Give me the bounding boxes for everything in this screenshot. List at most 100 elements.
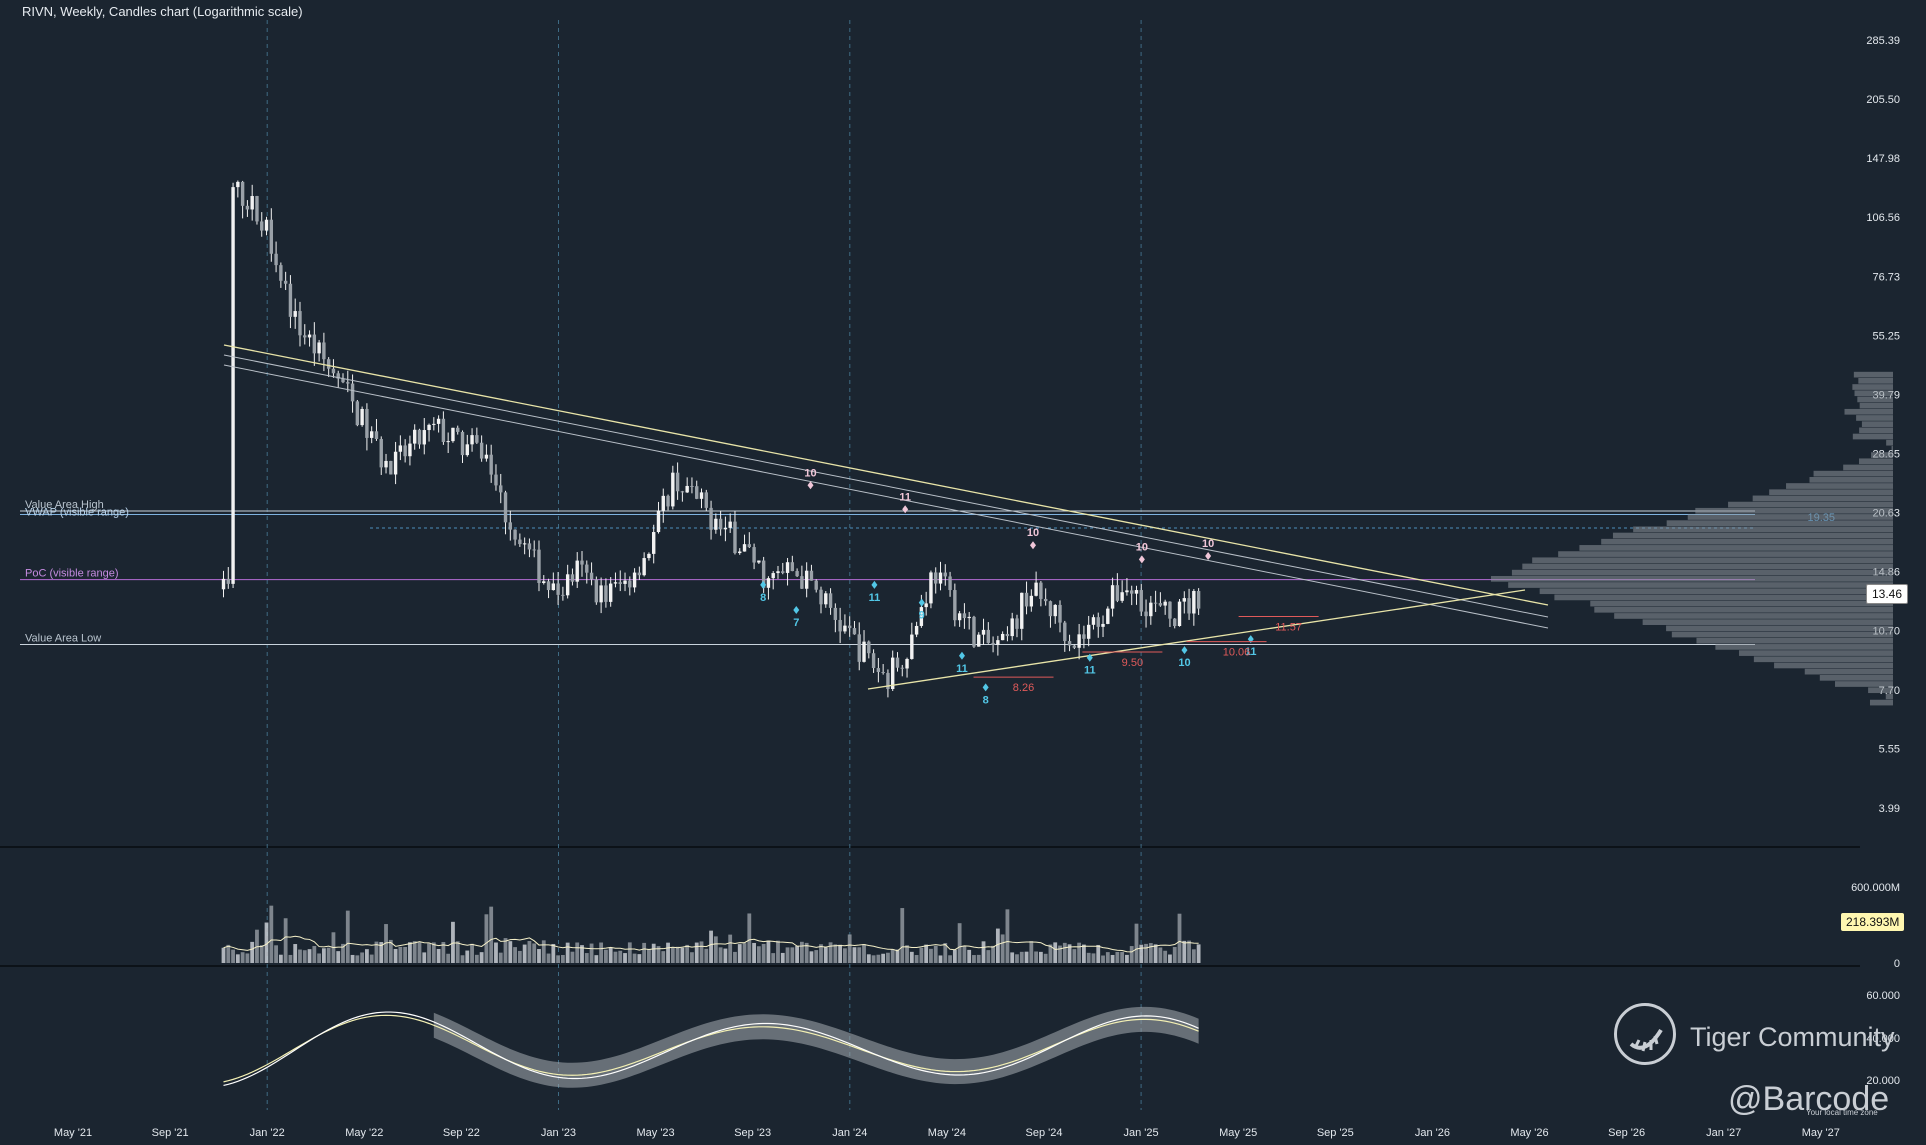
candle-body (1029, 595, 1034, 607)
volume-profile-bar (1813, 470, 1893, 477)
volume-profile-bar (1696, 637, 1893, 644)
volume-bar (1134, 923, 1139, 963)
candle-body (1187, 598, 1191, 614)
volume-bar (336, 951, 341, 963)
volume-bar (618, 950, 623, 963)
volume-bar (1196, 944, 1201, 963)
candle-body (527, 543, 532, 550)
candle-body (551, 583, 556, 591)
volume-bar (771, 953, 776, 963)
candle-body (451, 427, 455, 442)
candle-body (260, 221, 264, 231)
volume-profile-bar (1579, 545, 1893, 551)
candle-body (843, 625, 847, 632)
volume-bar (627, 942, 632, 963)
candle-body (580, 560, 584, 565)
x-tick-label: Jan '24 (832, 1127, 867, 1139)
volume-bar (632, 953, 637, 963)
volume-bar (1115, 951, 1120, 963)
volume-bar (522, 944, 527, 963)
volume-profile-bar (1786, 483, 1893, 489)
candle-body (565, 574, 570, 596)
candle-body (838, 619, 842, 632)
candle-body (671, 472, 675, 507)
candle-body (905, 658, 909, 669)
candle-body (393, 451, 398, 475)
candle-body (221, 578, 226, 590)
volume-bar (752, 942, 756, 963)
volume-profile-bar (1819, 674, 1893, 681)
volume-profile-bar (1728, 501, 1893, 508)
volume-bar (991, 945, 995, 963)
watermark-brand: Tiger Community (1690, 1022, 1895, 1052)
volume-profile-bar (1868, 687, 1893, 694)
volume-bar (599, 942, 604, 963)
buy-count-label: 11 (1245, 646, 1257, 658)
candle-body (245, 205, 250, 210)
candle-body (231, 187, 235, 584)
candle-body (1034, 582, 1038, 596)
volume-bar (713, 936, 718, 963)
x-tick-label: May '24 (928, 1127, 966, 1139)
volume-profile-bar (1804, 668, 1893, 675)
volume-bar (1038, 951, 1043, 963)
candle-body (862, 641, 866, 662)
candle-body (503, 492, 508, 523)
candle-body (599, 585, 603, 603)
chart-title: RIVN, Weekly, Candles chart (Logarithmic… (22, 4, 303, 19)
lower-trendline (867, 589, 1526, 690)
volume-bar (1158, 947, 1163, 963)
candle-body (1067, 641, 1072, 646)
volume-bar (422, 952, 427, 963)
volume-profile-bar (1856, 415, 1893, 421)
volume-bar (498, 952, 503, 963)
y-tick-label: 3.99 (1879, 803, 1900, 815)
candle-body (226, 578, 230, 584)
candle-body (766, 578, 771, 588)
candle-body (800, 576, 804, 589)
volume-bar (594, 955, 599, 963)
buy-count-label: 11 (956, 663, 968, 675)
last-price-badge: 13.46 (1866, 584, 1909, 604)
volume-bar (972, 955, 976, 963)
candle-body (857, 634, 861, 662)
candle-body (1134, 590, 1139, 594)
volume-bar (326, 947, 331, 963)
volume-moving-average (223, 935, 1199, 953)
buy-count-marker (982, 683, 989, 692)
candle-body (1000, 633, 1005, 641)
candle-body (570, 574, 575, 582)
volume-bar (1077, 942, 1082, 963)
volume-profile-bar (1490, 575, 1893, 582)
x-tick-label: Sep '22 (443, 1127, 480, 1139)
candle-body (833, 607, 838, 620)
volume-bar (398, 946, 403, 963)
candle-body (757, 560, 761, 563)
candle-body (499, 485, 503, 493)
candle-body (274, 253, 278, 266)
volume-profile-bar (1809, 476, 1893, 483)
candle-body (1125, 590, 1129, 593)
volume-bar (1172, 947, 1177, 963)
candle-body (623, 580, 627, 584)
volume-bar (312, 946, 317, 963)
candle-body (403, 445, 407, 457)
watermark-handle: @Barcode (1728, 1080, 1890, 1118)
volume-bar (604, 949, 608, 963)
candle-body (867, 641, 871, 654)
volume-profile-bar (1687, 514, 1893, 520)
volume-bar (1091, 953, 1096, 963)
candle-body (699, 492, 704, 499)
volume-bar (451, 921, 455, 963)
volume-bar (1019, 951, 1024, 963)
sell-count-label: 11 (899, 491, 911, 503)
candle-body (972, 616, 976, 647)
volume-profile-bar (1769, 489, 1893, 496)
volume-bar (995, 928, 1000, 963)
candle-body (604, 585, 608, 602)
volume-bar (1191, 949, 1196, 963)
candle-body (608, 583, 613, 602)
sell-count-marker (1029, 541, 1036, 550)
buy-count-marker (760, 580, 767, 589)
volume-tick-label: 600.000M (1851, 882, 1900, 894)
